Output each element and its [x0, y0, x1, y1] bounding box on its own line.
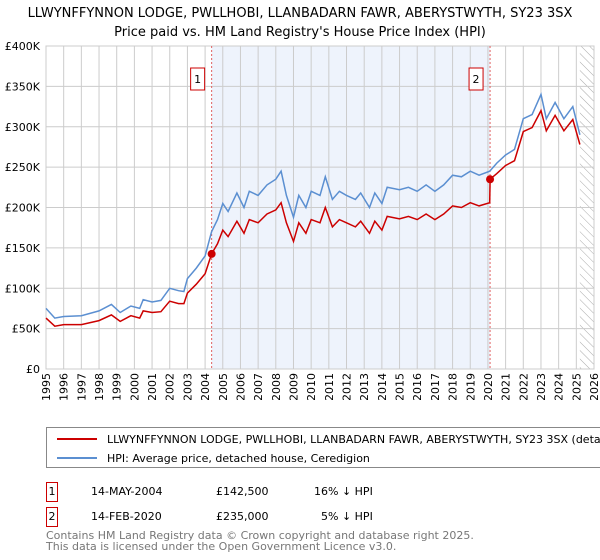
y-tick-label: £150K — [5, 242, 41, 255]
x-tick-label: 2020 — [482, 373, 495, 400]
x-tick-label: 2004 — [199, 373, 212, 400]
y-tick-label: £250K — [5, 161, 41, 174]
x-tick-label: 2014 — [376, 373, 389, 400]
x-tick-label: 2002 — [164, 373, 177, 400]
y-tick-label: £200K — [5, 202, 41, 215]
x-tick-label: 2015 — [394, 373, 407, 400]
price-chart: 1995 1996 1997 1998 1999 2000 2001 2002 2003 2004… — [5, 40, 600, 400]
sale-price: £142,500 — [216, 485, 269, 498]
plot-frame — [45, 45, 595, 370]
x-tick-label: 2017 — [429, 373, 442, 400]
x-tick-label: 1996 — [58, 373, 71, 400]
legend-label-hpi: HPI: Average price, detached house, Cere… — [107, 451, 370, 465]
sale-hpi-diff: 16% ↓ HPI — [314, 485, 373, 498]
x-tick-label: 2024 — [553, 373, 566, 400]
annotation-label: 1 — [194, 73, 201, 86]
sale-price: £235,000 — [216, 510, 269, 523]
x-tick-label: 2018 — [447, 373, 460, 400]
annotation-box — [190, 67, 206, 91]
x-tick-label: 2009 — [287, 373, 300, 400]
sale-date: 14-MAY-2004 — [91, 485, 163, 498]
x-tick-label: 2001 — [146, 373, 159, 400]
legend-label-property: LLWYNFFYNNON LODGE, PWLLHOBI, LLANBADARN… — [107, 432, 600, 446]
sale-date: 14-FEB-2020 — [91, 510, 162, 523]
x-tick-label: 1997 — [75, 373, 88, 400]
sale-point — [486, 175, 495, 184]
x-tick-label: 2022 — [517, 373, 530, 400]
y-tick-label: £300K — [5, 121, 41, 134]
x-tick-label: 2000 — [128, 373, 141, 400]
chart-subtitle: Price paid vs. HM Land Registry's House … — [114, 25, 486, 40]
legend-swatch-blue — [57, 457, 97, 459]
x-tick-label: 2006 — [234, 373, 247, 400]
legend: LLWYNFFYNNON LODGE, PWLLHOBI, LLANBADARN… — [46, 427, 600, 468]
x-tick-label: 1998 — [93, 373, 106, 400]
chart-title: LLWYNFFYNNON LODGE, PWLLHOBI, LLANBADARN… — [27, 6, 573, 21]
x-tick-label: 2005 — [217, 373, 230, 400]
x-tick-label: 2003 — [181, 373, 194, 400]
x-tick-label: 2019 — [464, 373, 477, 400]
y-tick-label: £350K — [5, 80, 41, 93]
y-tick-label: £400K — [5, 40, 41, 53]
sale-hpi-diff: 5% ↓ HPI — [321, 510, 373, 523]
x-tick-label: 2026 — [588, 373, 600, 400]
x-tick-label: 2023 — [535, 373, 548, 400]
x-tick-label: 2008 — [270, 373, 283, 400]
x-tick-label: 2016 — [411, 373, 424, 400]
x-tick-label: 1999 — [111, 373, 124, 400]
x-tick-label: 1995 — [40, 373, 53, 400]
legend-swatch-red — [57, 438, 97, 440]
y-tick-label: £50K — [12, 323, 41, 336]
footer-licence: This data is licensed under the Open Gov… — [46, 540, 397, 553]
y-tick-label: £0 — [26, 363, 40, 376]
hpi-line — [45, 91, 581, 319]
x-tick-label: 2021 — [500, 373, 513, 400]
legend-item-property: LLWYNFFYNNON LODGE, PWLLHOBI, LLANBADARN… — [57, 430, 600, 448]
footer-copyright: Contains HM Land Registry data © Crown c… — [46, 529, 474, 542]
annotation-box — [468, 67, 484, 91]
x-tick-label: 2025 — [570, 373, 583, 400]
y-tick-label: £100K — [5, 282, 41, 295]
x-tick-label: 2007 — [252, 373, 265, 400]
x-tick-label: 2012 — [341, 373, 354, 400]
legend-item-hpi: HPI: Average price, detached house, Cere… — [57, 449, 370, 467]
sale-badge: 1 — [46, 482, 58, 502]
x-tick-label: 2013 — [358, 373, 371, 400]
x-tick-label: 2010 — [305, 373, 318, 400]
sale-badge: 2 — [46, 507, 58, 527]
sale-point — [207, 249, 216, 258]
annotation-label: 2 — [473, 73, 480, 86]
x-tick-label: 2011 — [323, 373, 336, 400]
